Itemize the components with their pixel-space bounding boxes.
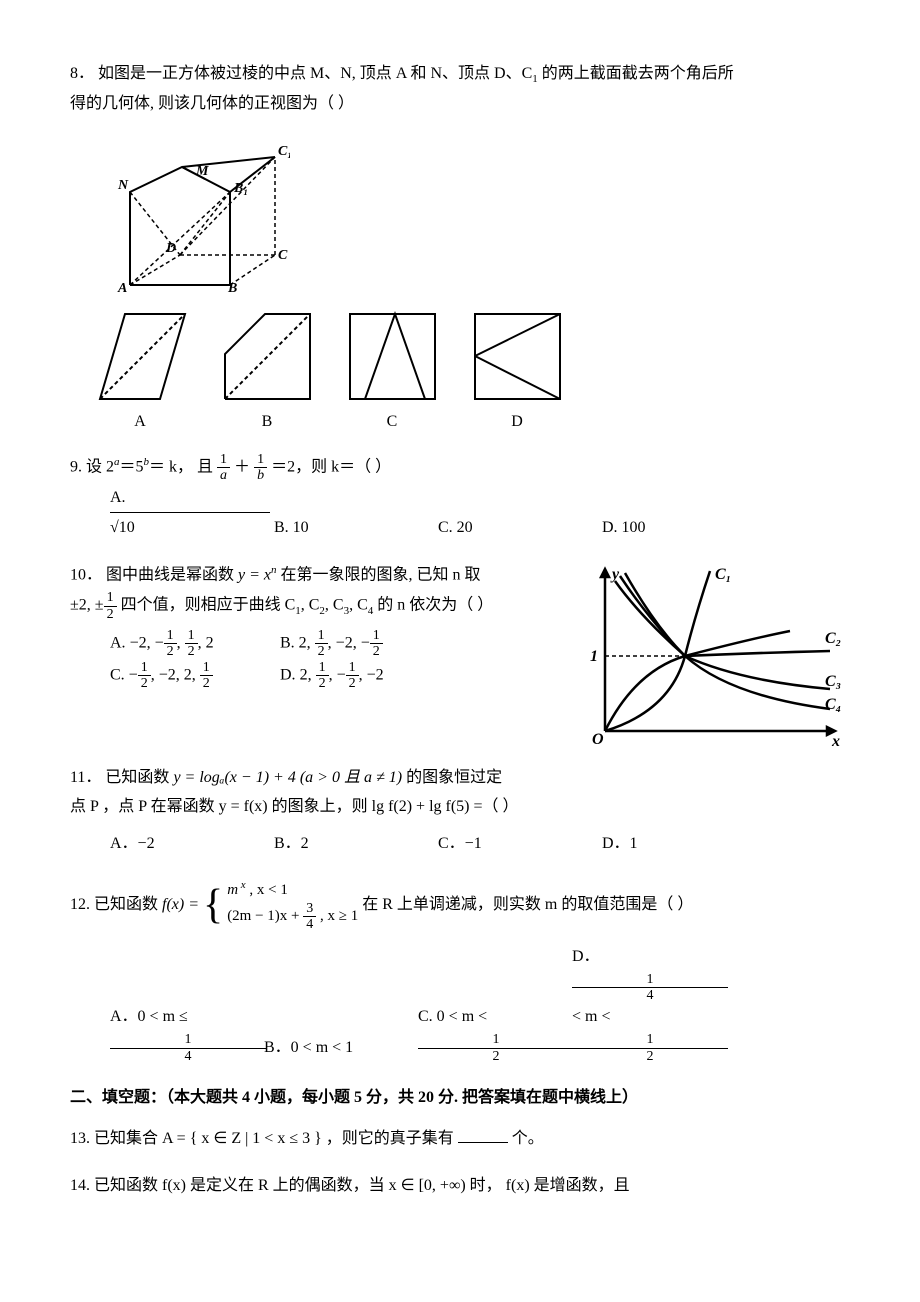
q8-choice-A: A	[134, 413, 146, 430]
q9-num: 9.	[70, 458, 82, 475]
q12-tail: 在 R 上单调递减，则实数 m 的取值范围是（ ）	[362, 895, 693, 912]
q10-c2: C₂	[825, 630, 841, 647]
q10-yx: y = x	[238, 566, 271, 583]
q10-y-label: y	[610, 566, 620, 583]
q12-fx: f(x) =	[162, 895, 203, 912]
q8-cube-svg: N M C₁ B₁ D C A B	[110, 137, 290, 292]
question-8: 8． 如图是一正方体被过棱的中点 M、N, 顶点 A 和 N、顶点 D、C1 的…	[70, 60, 850, 119]
q10-graph: y x O 1 C₁ C₂ C₃ C₄	[580, 561, 850, 746]
q10-c4: C₄	[825, 696, 841, 713]
q12-options: A．0 < m ≤ 14 B．0 < m < 1 C. 0 < m < 12 D…	[110, 943, 850, 1064]
q9-sqrt10: √10	[110, 512, 270, 543]
lbl-B1: B₁	[233, 181, 248, 196]
q10-x-label: x	[831, 733, 840, 746]
section-2-title: 二、填空题：（本大题共 4 小题，每小题 5 分，共 20 分. 把答案填在题中…	[70, 1084, 850, 1113]
q9-opt-c: C. 20	[438, 514, 598, 543]
q11-opt-d: D．1	[602, 830, 762, 859]
q9-eq2: ＝2，则 k＝（ ）	[271, 458, 391, 475]
q8-text1-tail: 的两上截面截去两个角后所	[538, 65, 734, 82]
blank-underline	[458, 1142, 508, 1143]
q12-opt-d: D．14 < m < 12	[572, 943, 722, 1064]
q9-opt-d: D. 100	[602, 514, 762, 543]
q9-opt-b: B. 10	[274, 514, 434, 543]
q10-t2tail: 的 n 依次为（ ）	[377, 597, 493, 614]
q12-opt-c: C. 0 < m < 12	[418, 1003, 568, 1064]
q10-one-label: 1	[590, 648, 598, 665]
q10-supn: n	[271, 564, 277, 576]
q12-pre: 已知函数	[94, 895, 162, 912]
q10-opt-b: B. 2, 12, −2, −12	[280, 628, 400, 660]
q8-num: 8．	[70, 65, 94, 82]
q10-graph-svg: y x O 1 C₁ C₂ C₃ C₄	[580, 561, 850, 746]
q12-opt-a: A．0 < m ≤ 14	[110, 1003, 260, 1064]
q9-options: A. √10 B. 10 C. 20 D. 100	[110, 484, 850, 544]
q10-t2mid: 四个值，则相应于曲线 C	[121, 597, 296, 614]
q11-opt-c: C．−1	[438, 830, 598, 859]
q8-choice-C: C	[387, 413, 398, 430]
q9-mid2: ＝ k， 且	[149, 458, 213, 475]
q8-choice-figures: A B C D	[90, 304, 850, 434]
q14-num: 14.	[70, 1177, 90, 1194]
q8-choices-svg: A B C D	[90, 304, 580, 434]
q12-opt-b: B．0 < m < 1	[264, 1034, 414, 1063]
lbl-B: B	[227, 281, 237, 292]
q10-O-label: O	[592, 731, 604, 746]
q10-opt-d: D. 2, 12, −12, −2	[280, 660, 400, 692]
q12-num: 12.	[70, 895, 90, 912]
q11-num: 11．	[70, 769, 101, 786]
q11-expr: y = logₐ(x − 1) + 4 (a > 0 且 a ≠ 1)	[173, 769, 402, 786]
q13-text-b: 个。	[512, 1130, 544, 1147]
q8-figure-3d: N M C₁ B₁ D C A B	[110, 137, 850, 292]
q9-frac2: 1b	[254, 452, 267, 484]
q11-l1b: 的图象恒过定	[406, 769, 502, 786]
q11-opt-b: B．2	[274, 830, 434, 859]
q14-text: 已知函数 f(x) 是定义在 R 上的偶函数，当 x ∈ [0, +∞) 时， …	[94, 1177, 630, 1194]
q8-choice-B: B	[262, 413, 273, 430]
q10-num: 10．	[70, 566, 102, 583]
q9-mid1: ＝5	[120, 458, 144, 475]
q9-frac1: 1a	[217, 452, 230, 484]
q9-opt-a: A. √10	[110, 484, 270, 544]
q10-c3: C₃	[825, 673, 841, 690]
q8-text2: 得的几何体, 则该几何体的正视图为（ ）	[70, 95, 354, 112]
brace-icon: {	[203, 882, 223, 928]
q10-pm2: ±2, ±	[70, 597, 104, 614]
lbl-D: D	[165, 241, 176, 256]
q10-t1b: 在第一象限的图象, 已知 n 取	[281, 566, 481, 583]
q10-opt-c: C. −12, −2, 2, 12	[110, 660, 230, 692]
question-11: 11． 已知函数 y = logₐ(x − 1) + 4 (a > 0 且 a …	[70, 764, 850, 858]
question-10: y x O 1 C₁ C₂ C₃ C₄ 10． 图中曲线是幂函数 y = xn …	[70, 561, 850, 746]
q8-choice-D: D	[511, 413, 523, 430]
q10-t1a: 图中曲线是幂函数	[106, 566, 238, 583]
q9-pre: 设 2	[86, 458, 114, 475]
question-13: 13. 已知集合 A = { x ∈ Z | 1 < x ≤ 3 } ，则它的真…	[70, 1125, 850, 1154]
q11-opt-a: A．−2	[110, 830, 270, 859]
q12-piecewise: { m x , x < 1 (2m − 1)x + 34 , x ≥ 1	[203, 877, 358, 933]
question-12: 12. 已知函数 f(x) = { m x , x < 1 (2m − 1)x …	[70, 877, 850, 1064]
q11-options: A．−2 B．2 C．−1 D．1	[110, 830, 850, 859]
q11-l1a: 已知函数	[105, 769, 173, 786]
q10-opt-a: A. −2, −12, 12, 2	[110, 628, 230, 660]
lbl-A: A	[117, 281, 127, 292]
q13-num: 13.	[70, 1130, 90, 1147]
q10-c1: C₁	[715, 566, 731, 583]
q9-plus: ＋	[234, 458, 250, 475]
lbl-C1: C₁	[278, 144, 290, 159]
question-14: 14. 已知函数 f(x) 是定义在 R 上的偶函数，当 x ∈ [0, +∞)…	[70, 1172, 850, 1201]
q11-l2: 点 P ，点 P 在幂函数 y = f(x) 的图象上，则 lg f(2) + …	[70, 798, 519, 815]
lbl-C: C	[278, 248, 288, 263]
lbl-N: N	[117, 178, 129, 193]
q10-half: 12	[104, 590, 117, 622]
q8-text1: 如图是一正方体被过棱的中点 M、N, 顶点 A 和 N、顶点 D、C	[98, 65, 532, 82]
question-9: 9. 设 2a＝5b＝ k， 且 1a ＋ 1b ＝2，则 k＝（ ） A. √…	[70, 452, 850, 543]
lbl-M: M	[195, 164, 209, 179]
q13-text-a: 已知集合 A = { x ∈ Z | 1 < x ≤ 3 } ，则它的真子集有	[94, 1130, 454, 1147]
